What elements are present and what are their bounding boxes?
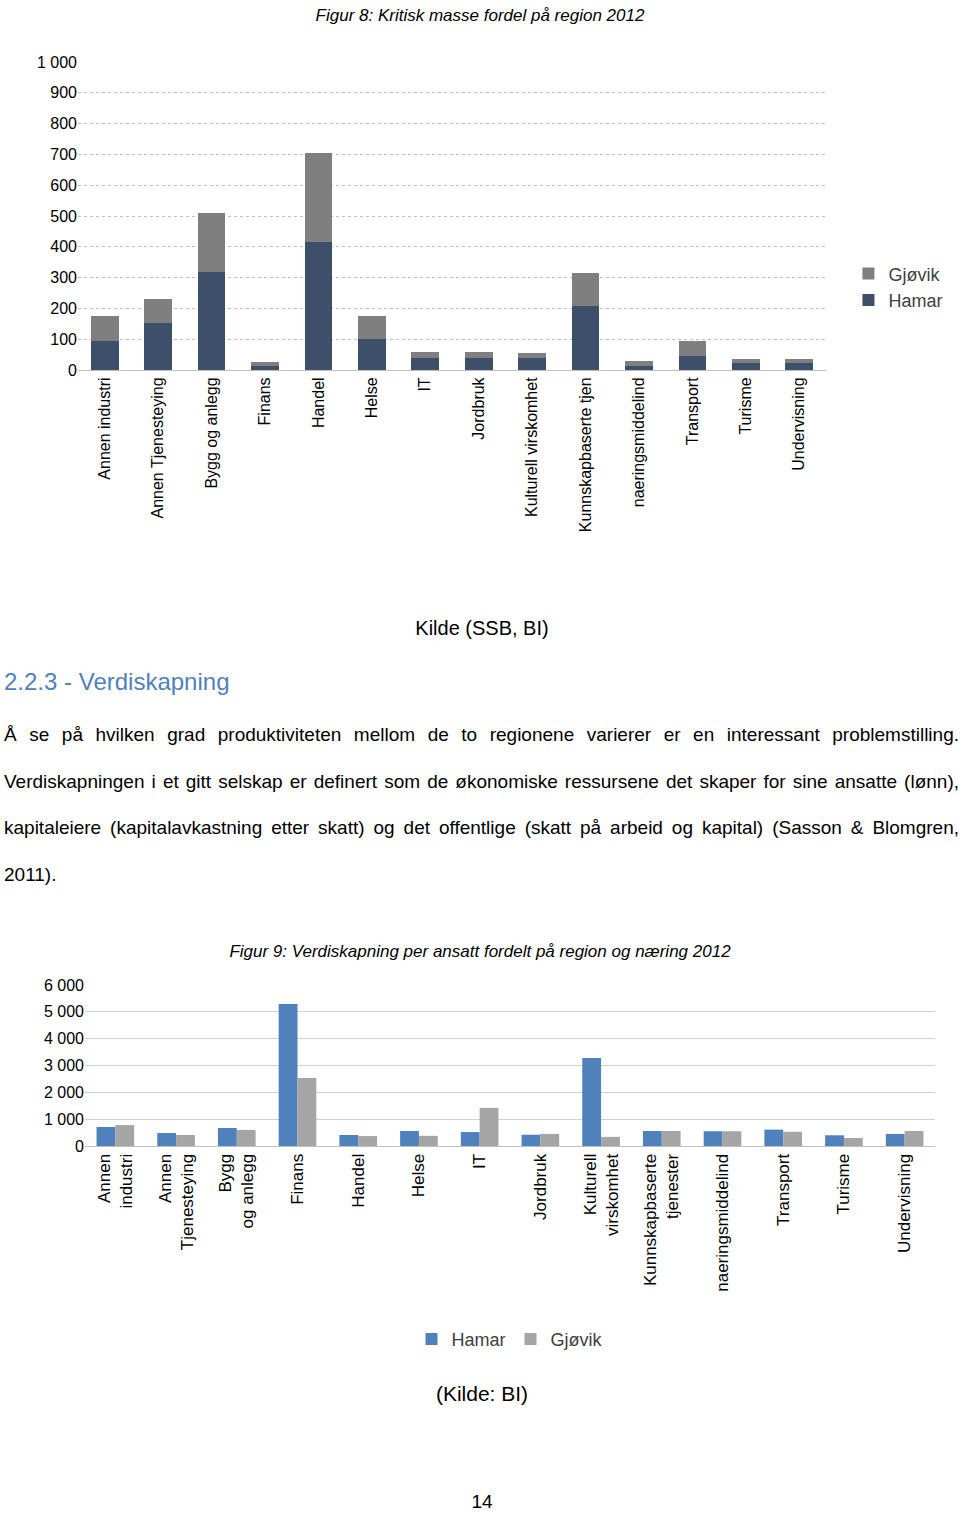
svg-text:Transport: Transport <box>684 377 701 445</box>
svg-text:Helse: Helse <box>363 377 380 418</box>
svg-text:Turisme: Turisme <box>834 1154 853 1215</box>
svg-text:Figur 8: Kritisk masse fordel: Figur 8: Kritisk masse fordel på region … <box>316 6 645 25</box>
svg-text:800: 800 <box>50 115 77 132</box>
svg-text:Hamar: Hamar <box>888 291 942 311</box>
svg-text:0: 0 <box>68 362 77 379</box>
svg-text:Kunnskapbasertetjenester: Kunnskapbasertetjenester <box>641 1153 682 1286</box>
svg-text:Handel: Handel <box>310 377 327 428</box>
svg-text:500: 500 <box>50 208 77 225</box>
svg-text:Undervisning: Undervisning <box>790 377 807 470</box>
svg-text:Helse: Helse <box>409 1154 428 1197</box>
html-text:Å se på hvilken grad produktiv: Å se på hvilken grad produktiviteten mel… <box>4 724 959 885</box>
svg-text:1 000: 1 000 <box>44 1111 84 1128</box>
svg-text:Annen Tjenesteying: Annen Tjenesteying <box>149 377 166 518</box>
svg-text:Handel: Handel <box>349 1154 368 1208</box>
svg-text:Jordbruk: Jordbruk <box>470 376 487 439</box>
svg-text:IT: IT <box>416 377 433 391</box>
svg-text:Finans: Finans <box>288 1154 307 1205</box>
svg-text:Kulturellvirskomhet: Kulturellvirskomhet <box>581 1154 622 1236</box>
svg-text:100: 100 <box>50 331 77 348</box>
svg-text:Finans: Finans <box>256 377 273 425</box>
svg-text:Annenindustri: Annenindustri <box>95 1154 136 1209</box>
svg-text:Undervisning: Undervisning <box>895 1154 914 1253</box>
svg-text:400: 400 <box>50 238 77 255</box>
svg-text:IT: IT <box>470 1154 489 1169</box>
svg-text:200: 200 <box>50 300 77 317</box>
svg-text:naeringsmiddelind: naeringsmiddelind <box>630 377 647 507</box>
html-text:14: 14 <box>471 1491 493 1512</box>
svg-text:5 000: 5 000 <box>44 1003 84 1020</box>
svg-text:3 000: 3 000 <box>44 1057 84 1074</box>
svg-text:Figur 9: Verdiskapning per ans: Figur 9: Verdiskapning per ansatt fordel… <box>229 942 731 961</box>
svg-text:Byggog anlegg: Byggog anlegg <box>216 1154 257 1229</box>
svg-text:Gjøvik: Gjøvik <box>888 265 940 285</box>
svg-text:1 000: 1 000 <box>37 54 77 71</box>
svg-text:300: 300 <box>50 269 77 286</box>
svg-text:0: 0 <box>75 1138 84 1155</box>
svg-text:Bygg og anlegg: Bygg og anlegg <box>203 377 220 488</box>
svg-text:Hamar: Hamar <box>452 1330 506 1350</box>
html-text:2.2.3 - Verdiskapning: 2.2.3 - Verdiskapning <box>4 668 230 695</box>
svg-text:Gjøvik: Gjøvik <box>551 1330 603 1350</box>
svg-text:6 000: 6 000 <box>44 977 84 994</box>
svg-text:900: 900 <box>50 84 77 101</box>
svg-text:2 000: 2 000 <box>44 1084 84 1101</box>
svg-text:4 000: 4 000 <box>44 1030 84 1047</box>
svg-text:700: 700 <box>50 146 77 163</box>
svg-text:Jordbruk: Jordbruk <box>531 1153 550 1220</box>
svg-text:Transport: Transport <box>774 1154 793 1226</box>
html-text:Kilde (SSB, BI): Kilde (SSB, BI) <box>415 617 549 639</box>
html-text:(Kilde: BI): (Kilde: BI) <box>435 1382 529 1405</box>
svg-text:Kunnskapbaserte tjen: Kunnskapbaserte tjen <box>577 377 594 532</box>
svg-text:Annen industri: Annen industri <box>96 377 113 479</box>
svg-text:600: 600 <box>50 177 77 194</box>
svg-text:Turisme: Turisme <box>737 377 754 434</box>
svg-text:Kulturell virskomhet: Kulturell virskomhet <box>523 377 540 517</box>
svg-text:AnnenTjenesteying: AnnenTjenesteying <box>156 1154 197 1250</box>
svg-text:naeringsmiddelind: naeringsmiddelind <box>713 1154 732 1292</box>
